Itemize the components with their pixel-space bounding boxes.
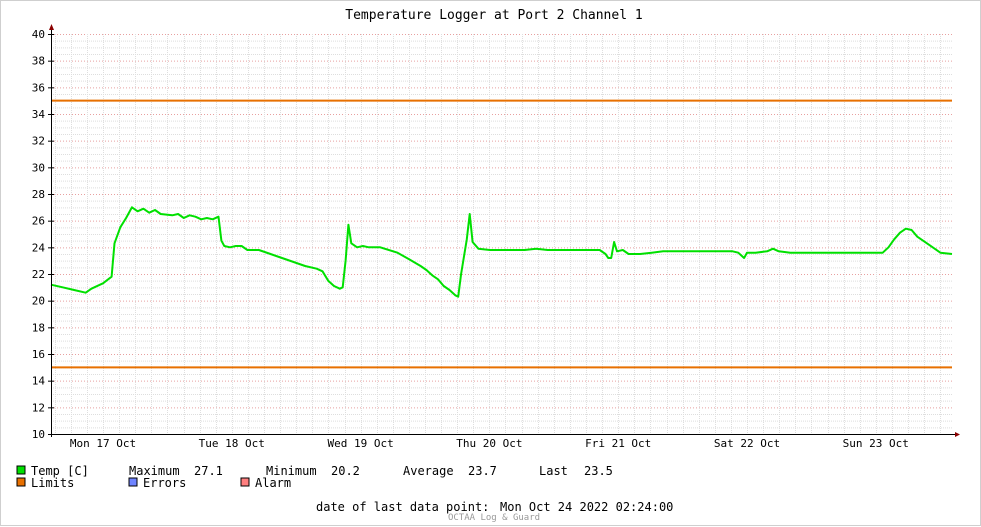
y-tick-label: 12 — [32, 401, 45, 414]
y-tick-label: 28 — [32, 188, 45, 201]
y-tick-label: 32 — [32, 135, 45, 148]
y-tick-label: 34 — [32, 108, 46, 121]
y-tick-label: 38 — [32, 55, 45, 68]
y-tick-label: 18 — [32, 321, 45, 334]
legend-average-value: 23.7 — [468, 464, 497, 478]
legend-maximum-value: 27.1 — [194, 464, 223, 478]
last-data-point-value: Mon Oct 24 2022 02:24:00 — [500, 500, 673, 514]
y-tick-label: 30 — [32, 161, 45, 174]
y-tick-label: 20 — [32, 295, 45, 308]
x-tick-label: Tue 18 Oct — [199, 437, 265, 450]
legend-average-label: Average — [403, 464, 454, 478]
x-tick-label: Mon 17 Oct — [70, 437, 136, 450]
y-tick-label: 14 — [32, 375, 46, 388]
legend-alarm-swatch — [240, 477, 250, 487]
legend-limits-swatch — [16, 477, 26, 487]
x-tick-label: Thu 20 Oct — [456, 437, 522, 450]
y-axis-ticks: 10 12 14 16 18 20 22 24 26 28 30 32 34 36 38 40 — [32, 28, 54, 441]
legend-errors-label: Errors — [143, 476, 186, 490]
legend-limits-label: Limits — [31, 476, 74, 490]
legend-minimum-value: 20.2 — [331, 464, 360, 478]
legend-temp-label: Temp [C] — [31, 464, 89, 478]
y-tick-label: 16 — [32, 348, 45, 361]
legend-last-value: 23.5 — [584, 464, 613, 478]
last-data-point-label: date of last data point: — [316, 500, 489, 514]
legend-last-label: Last — [539, 464, 568, 478]
y-tick-label: 26 — [32, 215, 45, 228]
y-tick-label: 36 — [32, 81, 45, 94]
y-tick-label: 22 — [32, 268, 45, 281]
limit-lines — [51, 99, 952, 369]
legend-minimum-label: Minimum — [266, 464, 317, 478]
x-axis-ticks: Mon 17 Oct Tue 18 Oct Wed 19 Oct Thu 20 Oct… — [70, 437, 909, 450]
x-tick-label: Sun 23 Oct — [843, 437, 909, 450]
x-tick-label: Sat 22 Oct — [714, 437, 780, 450]
legend-errors-swatch — [128, 477, 138, 487]
legend-temp-swatch — [16, 465, 26, 475]
x-tick-label: Wed 19 Oct — [327, 437, 393, 450]
legend-maximum-label: Maximum — [129, 464, 180, 478]
footer-credit: OCTAA Log & Guard — [448, 513, 540, 523]
series-layer — [50, 206, 953, 298]
x-axis-arrow — [955, 432, 960, 437]
x-tick-label: Fri 21 Oct — [585, 437, 651, 450]
legend-alarm-label: Alarm — [255, 476, 291, 490]
y-tick-label: 40 — [32, 28, 45, 41]
axes — [48, 24, 960, 437]
y-tick-label: 24 — [32, 241, 46, 254]
chart-title: Temperature Logger at Port 2 Channel 1 — [345, 8, 642, 23]
y-tick-label: 10 — [32, 428, 45, 441]
temperature-series-line — [50, 206, 953, 298]
grid-lines — [51, 34, 952, 435]
y-axis-arrow — [49, 24, 54, 30]
